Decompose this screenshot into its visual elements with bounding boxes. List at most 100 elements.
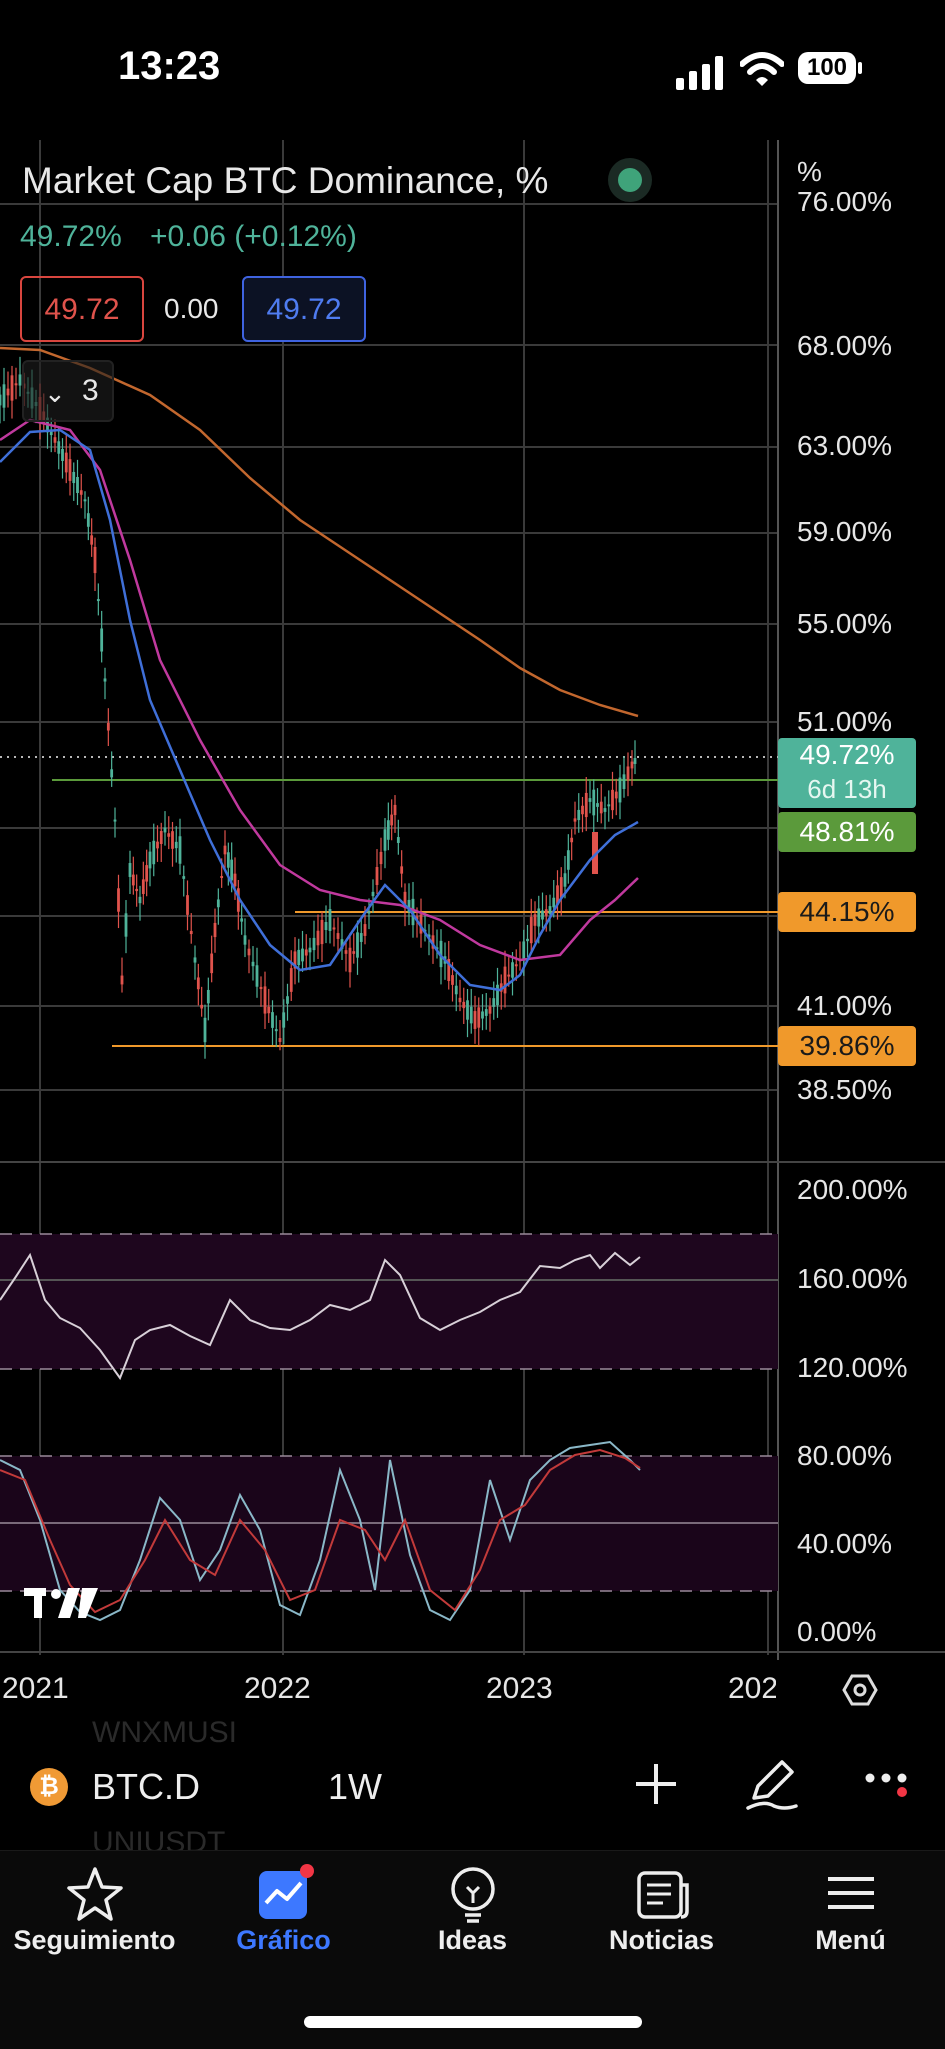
- candle-body: [152, 840, 156, 865]
- ma-mid-line: [0, 418, 639, 962]
- candle-body: [340, 939, 344, 949]
- nav-label: Seguimiento: [13, 1925, 176, 1955]
- candle-body: [68, 459, 72, 481]
- candle-body: [367, 911, 371, 914]
- candle-body: [90, 535, 94, 545]
- candle-body: [103, 678, 107, 682]
- indicator1-scale-label: 200.00%: [797, 1174, 908, 1205]
- candle-body: [611, 789, 614, 811]
- candle-body: [0, 394, 2, 406]
- candle-body: [484, 1009, 488, 1016]
- candle-body: [570, 837, 574, 843]
- chart-title[interactable]: Market Cap BTC Dominance, %: [22, 160, 549, 201]
- wifi-icon: [740, 52, 784, 86]
- candle-body: [53, 437, 57, 443]
- candle-body: [411, 898, 415, 926]
- candle-body: [226, 852, 230, 868]
- indicator-value-box-left[interactable]: 49.72: [20, 276, 144, 342]
- indicator1-line: [0, 1251, 641, 1381]
- candle-body: [607, 804, 611, 807]
- candle-body: [614, 791, 618, 799]
- cellular-signal-icon: [676, 56, 723, 90]
- candle-body: [233, 873, 237, 887]
- indicator2-scale-label: 40.00%: [797, 1528, 892, 1559]
- bitcoin-icon: ₿: [30, 1768, 68, 1806]
- candle-body: [324, 922, 328, 930]
- price-scale-label: 55.00%: [797, 608, 892, 639]
- nav-tab-menu[interactable]: Menú: [756, 1851, 945, 2001]
- candle-body: [61, 449, 64, 461]
- candle-body: [496, 984, 499, 1006]
- candle-body: [371, 891, 375, 897]
- candle-body: [159, 831, 163, 844]
- price-scale-unit: %: [797, 156, 822, 187]
- candle-body: [117, 888, 120, 912]
- ma-short-line: [0, 428, 639, 992]
- level-tag-orange-lower: 39.86%: [778, 1026, 916, 1066]
- symbol-button[interactable]: BTC.D: [92, 1766, 200, 1807]
- candle-body: [630, 761, 634, 769]
- candle-body: [301, 948, 304, 962]
- price-scale-label: 51.00%: [797, 706, 892, 737]
- candle-body: [2, 384, 6, 408]
- price-scale-label: 41.00%: [797, 990, 892, 1021]
- candle-body: [454, 985, 458, 995]
- level-tag-orange-upper: 44.15%: [778, 892, 916, 932]
- drawing-tools-icon[interactable]: [744, 1756, 800, 1812]
- candle-body: [10, 375, 14, 401]
- candle-body: [255, 965, 259, 987]
- nav-tab-chart[interactable]: Gráfico: [189, 1851, 378, 2001]
- candle-body: [592, 832, 598, 874]
- candle-body: [596, 803, 599, 807]
- candle-body: [278, 1038, 282, 1042]
- candle-body: [544, 909, 548, 916]
- collapse-indicators-button[interactable]: ⌄ 3: [22, 360, 114, 422]
- candle-body: [396, 837, 400, 843]
- candle-body: [403, 891, 407, 909]
- candle-body: [49, 429, 53, 436]
- candle-body: [308, 947, 312, 953]
- candle-body: [507, 974, 511, 977]
- candle-body: [171, 831, 174, 849]
- candle-body: [251, 961, 255, 967]
- candle-body: [193, 957, 197, 963]
- nav-label: Menú: [815, 1925, 886, 1955]
- candle-body: [120, 975, 124, 985]
- candle-body: [247, 948, 251, 956]
- candle-body: [469, 1006, 473, 1024]
- nav-tab-watchlist[interactable]: Seguimiento: [0, 1851, 189, 2001]
- add-icon[interactable]: [632, 1760, 680, 1808]
- candle-body: [503, 966, 507, 994]
- star-icon: [67, 1867, 123, 1921]
- indicator-value-box-right[interactable]: 49.72: [242, 276, 366, 342]
- candle-body: [431, 935, 435, 949]
- price-chart[interactable]: [0, 140, 945, 1660]
- candle-body: [390, 814, 394, 826]
- candle-body: [79, 490, 83, 495]
- chart-settings-icon[interactable]: [840, 1670, 880, 1710]
- interval-button[interactable]: 1W: [328, 1766, 382, 1807]
- candle-body: [293, 951, 297, 969]
- candle-body: [6, 388, 10, 396]
- chevron-down-icon: ⌄: [44, 378, 66, 408]
- nav-tab-news[interactable]: Noticias: [567, 1851, 756, 2001]
- candle-body: [189, 930, 193, 935]
- candle-body: [592, 789, 596, 816]
- more-options-icon[interactable]: [864, 1770, 914, 1800]
- candle-body: [196, 977, 200, 990]
- candle-body: [135, 888, 139, 892]
- candle-body: [297, 949, 301, 966]
- candle-body: [458, 997, 462, 1003]
- candle-body: [163, 827, 167, 833]
- candle-body: [200, 1004, 204, 1009]
- candle-body: [415, 916, 419, 920]
- level-tag-green: 48.81%: [778, 812, 916, 852]
- market-status-dot: [618, 168, 642, 192]
- chart-icon: [259, 1864, 314, 1919]
- candle-body: [240, 918, 244, 922]
- nav-tab-ideas[interactable]: Ideas: [378, 1851, 567, 2001]
- candle-body: [492, 998, 496, 1007]
- candle-body: [100, 628, 104, 652]
- candle-body: [267, 1006, 271, 1014]
- candle-body: [128, 863, 132, 877]
